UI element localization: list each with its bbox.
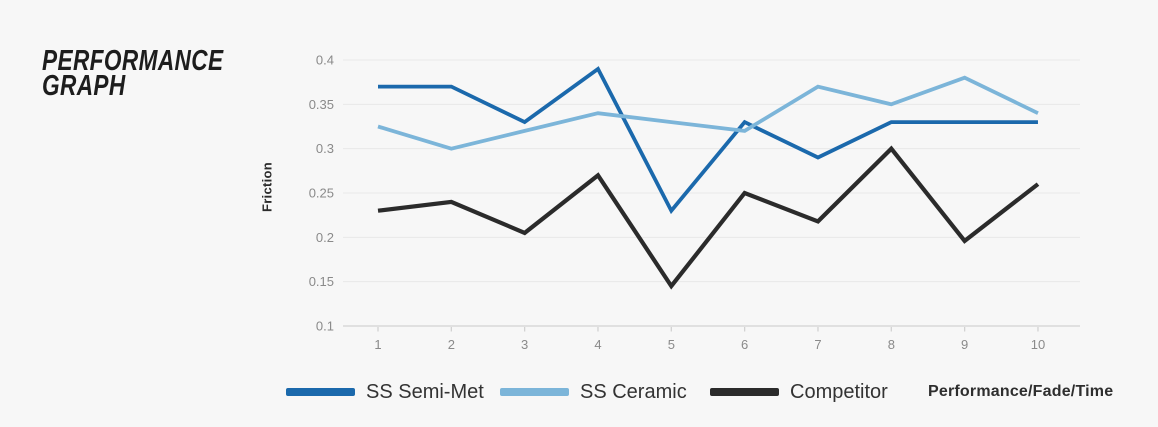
x-axis-tick-label: 8: [888, 337, 895, 352]
y-axis-tick-label: 0.3: [316, 141, 334, 156]
chart-title-line-2: GRAPH: [42, 70, 126, 102]
y-axis-tick-label: 0.2: [316, 230, 334, 245]
x-axis-tick-label: 1: [374, 337, 381, 352]
x-axis-tick-label: 9: [961, 337, 968, 352]
legend-swatch-ss-semi-met: [286, 388, 355, 396]
x-axis-tick-label: 7: [814, 337, 821, 352]
legend-label-ss-semi-met: SS Semi-Met: [366, 380, 484, 403]
y-axis-tick-label: 0.1: [316, 319, 334, 334]
y-axis-tick-label: 0.15: [309, 274, 334, 289]
legend-item-competitor: Competitor: [710, 381, 888, 403]
series-line-competitor: [377, 145, 1040, 290]
legend-label-ss-ceramic: SS Ceramic: [580, 380, 687, 403]
legend-item-ss-ceramic: SS Ceramic: [500, 381, 687, 403]
legend-swatch-competitor: [710, 388, 779, 396]
x-axis-tick-label: 2: [448, 337, 455, 352]
legend-swatch-ss-ceramic: [500, 388, 569, 396]
y-axis-tick-label: 0.25: [309, 186, 334, 201]
x-axis-footer-label: Performance/Fade/Time: [928, 383, 1114, 400]
series-line-ss-semi-met: [378, 66, 1038, 215]
x-axis-tick-label: 3: [521, 337, 528, 352]
x-axis-tick-label: 6: [741, 337, 748, 352]
legend-item-ss-semi-met: SS Semi-Met: [286, 381, 484, 403]
y-axis-tick-label: 0.4: [316, 53, 334, 68]
y-axis-tick-label: 0.35: [309, 97, 334, 112]
series-line-ss-ceramic: [377, 75, 1039, 151]
legend-label-competitor: Competitor: [790, 380, 888, 403]
chart-title: PERFORMANCE GRAPH: [42, 45, 224, 102]
x-axis-tick-label: 5: [668, 337, 675, 352]
x-axis-tick-label: 10: [1031, 337, 1045, 352]
chart-title-line-1: PERFORMANCE: [42, 45, 224, 77]
x-axis-tick-label: 4: [594, 337, 601, 352]
